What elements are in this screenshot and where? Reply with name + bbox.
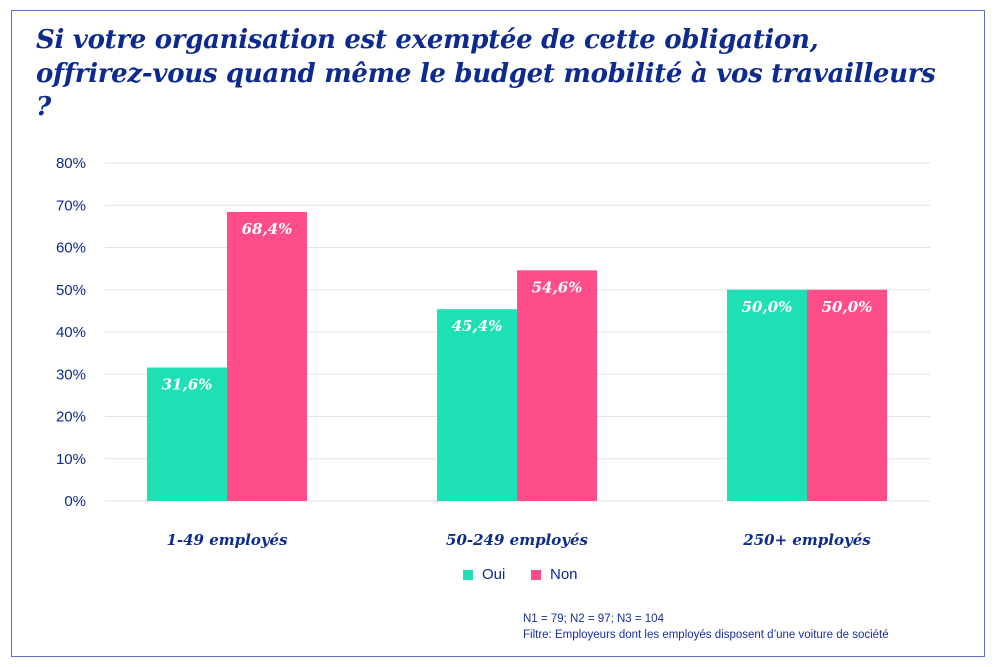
bar-oui	[437, 309, 517, 501]
bar-oui	[727, 289, 807, 501]
y-tick-label: 30%	[56, 366, 86, 383]
bar-non	[227, 212, 307, 501]
legend-item-non: Non	[531, 566, 578, 583]
data-label: 31,6%	[162, 375, 213, 393]
data-label: 50,0%	[742, 298, 793, 316]
y-tick-label: 50%	[56, 282, 86, 299]
data-label: 68,4%	[242, 220, 293, 238]
x-tick-label: 1-49 employés	[166, 531, 288, 549]
bar-non	[517, 270, 597, 501]
y-tick-label: 40%	[56, 324, 86, 341]
legend-label-oui: Oui	[482, 566, 506, 583]
x-tick-label: 50-249 employés	[446, 531, 588, 549]
bar-oui	[147, 367, 227, 501]
legend-swatch-oui	[463, 569, 473, 580]
data-label: 50,0%	[822, 298, 873, 316]
data-label: 45,4%	[452, 317, 503, 335]
filter-note: Filtre: Employeurs dont les employés dis…	[523, 629, 889, 641]
legend-swatch-non	[531, 569, 541, 580]
bar-non	[807, 289, 887, 501]
chart-title: Si votre organisation est exemptée de ce…	[36, 25, 936, 122]
y-tick-label: 70%	[56, 197, 86, 214]
y-tick-label: 80%	[56, 155, 86, 172]
y-tick-label: 0%	[64, 493, 86, 510]
data-label: 54,6%	[532, 278, 583, 296]
chart-frame	[11, 10, 985, 657]
y-tick-label: 60%	[56, 240, 86, 257]
y-tick-label: 10%	[56, 451, 86, 468]
y-tick-label: 20%	[56, 409, 86, 426]
sample-size-note: N1 = 79; N2 = 97; N3 = 104	[523, 613, 664, 625]
legend-label-non: Non	[550, 566, 578, 583]
x-tick-label: 250+ employés	[742, 531, 871, 549]
legend-item-oui: Oui	[463, 566, 505, 583]
